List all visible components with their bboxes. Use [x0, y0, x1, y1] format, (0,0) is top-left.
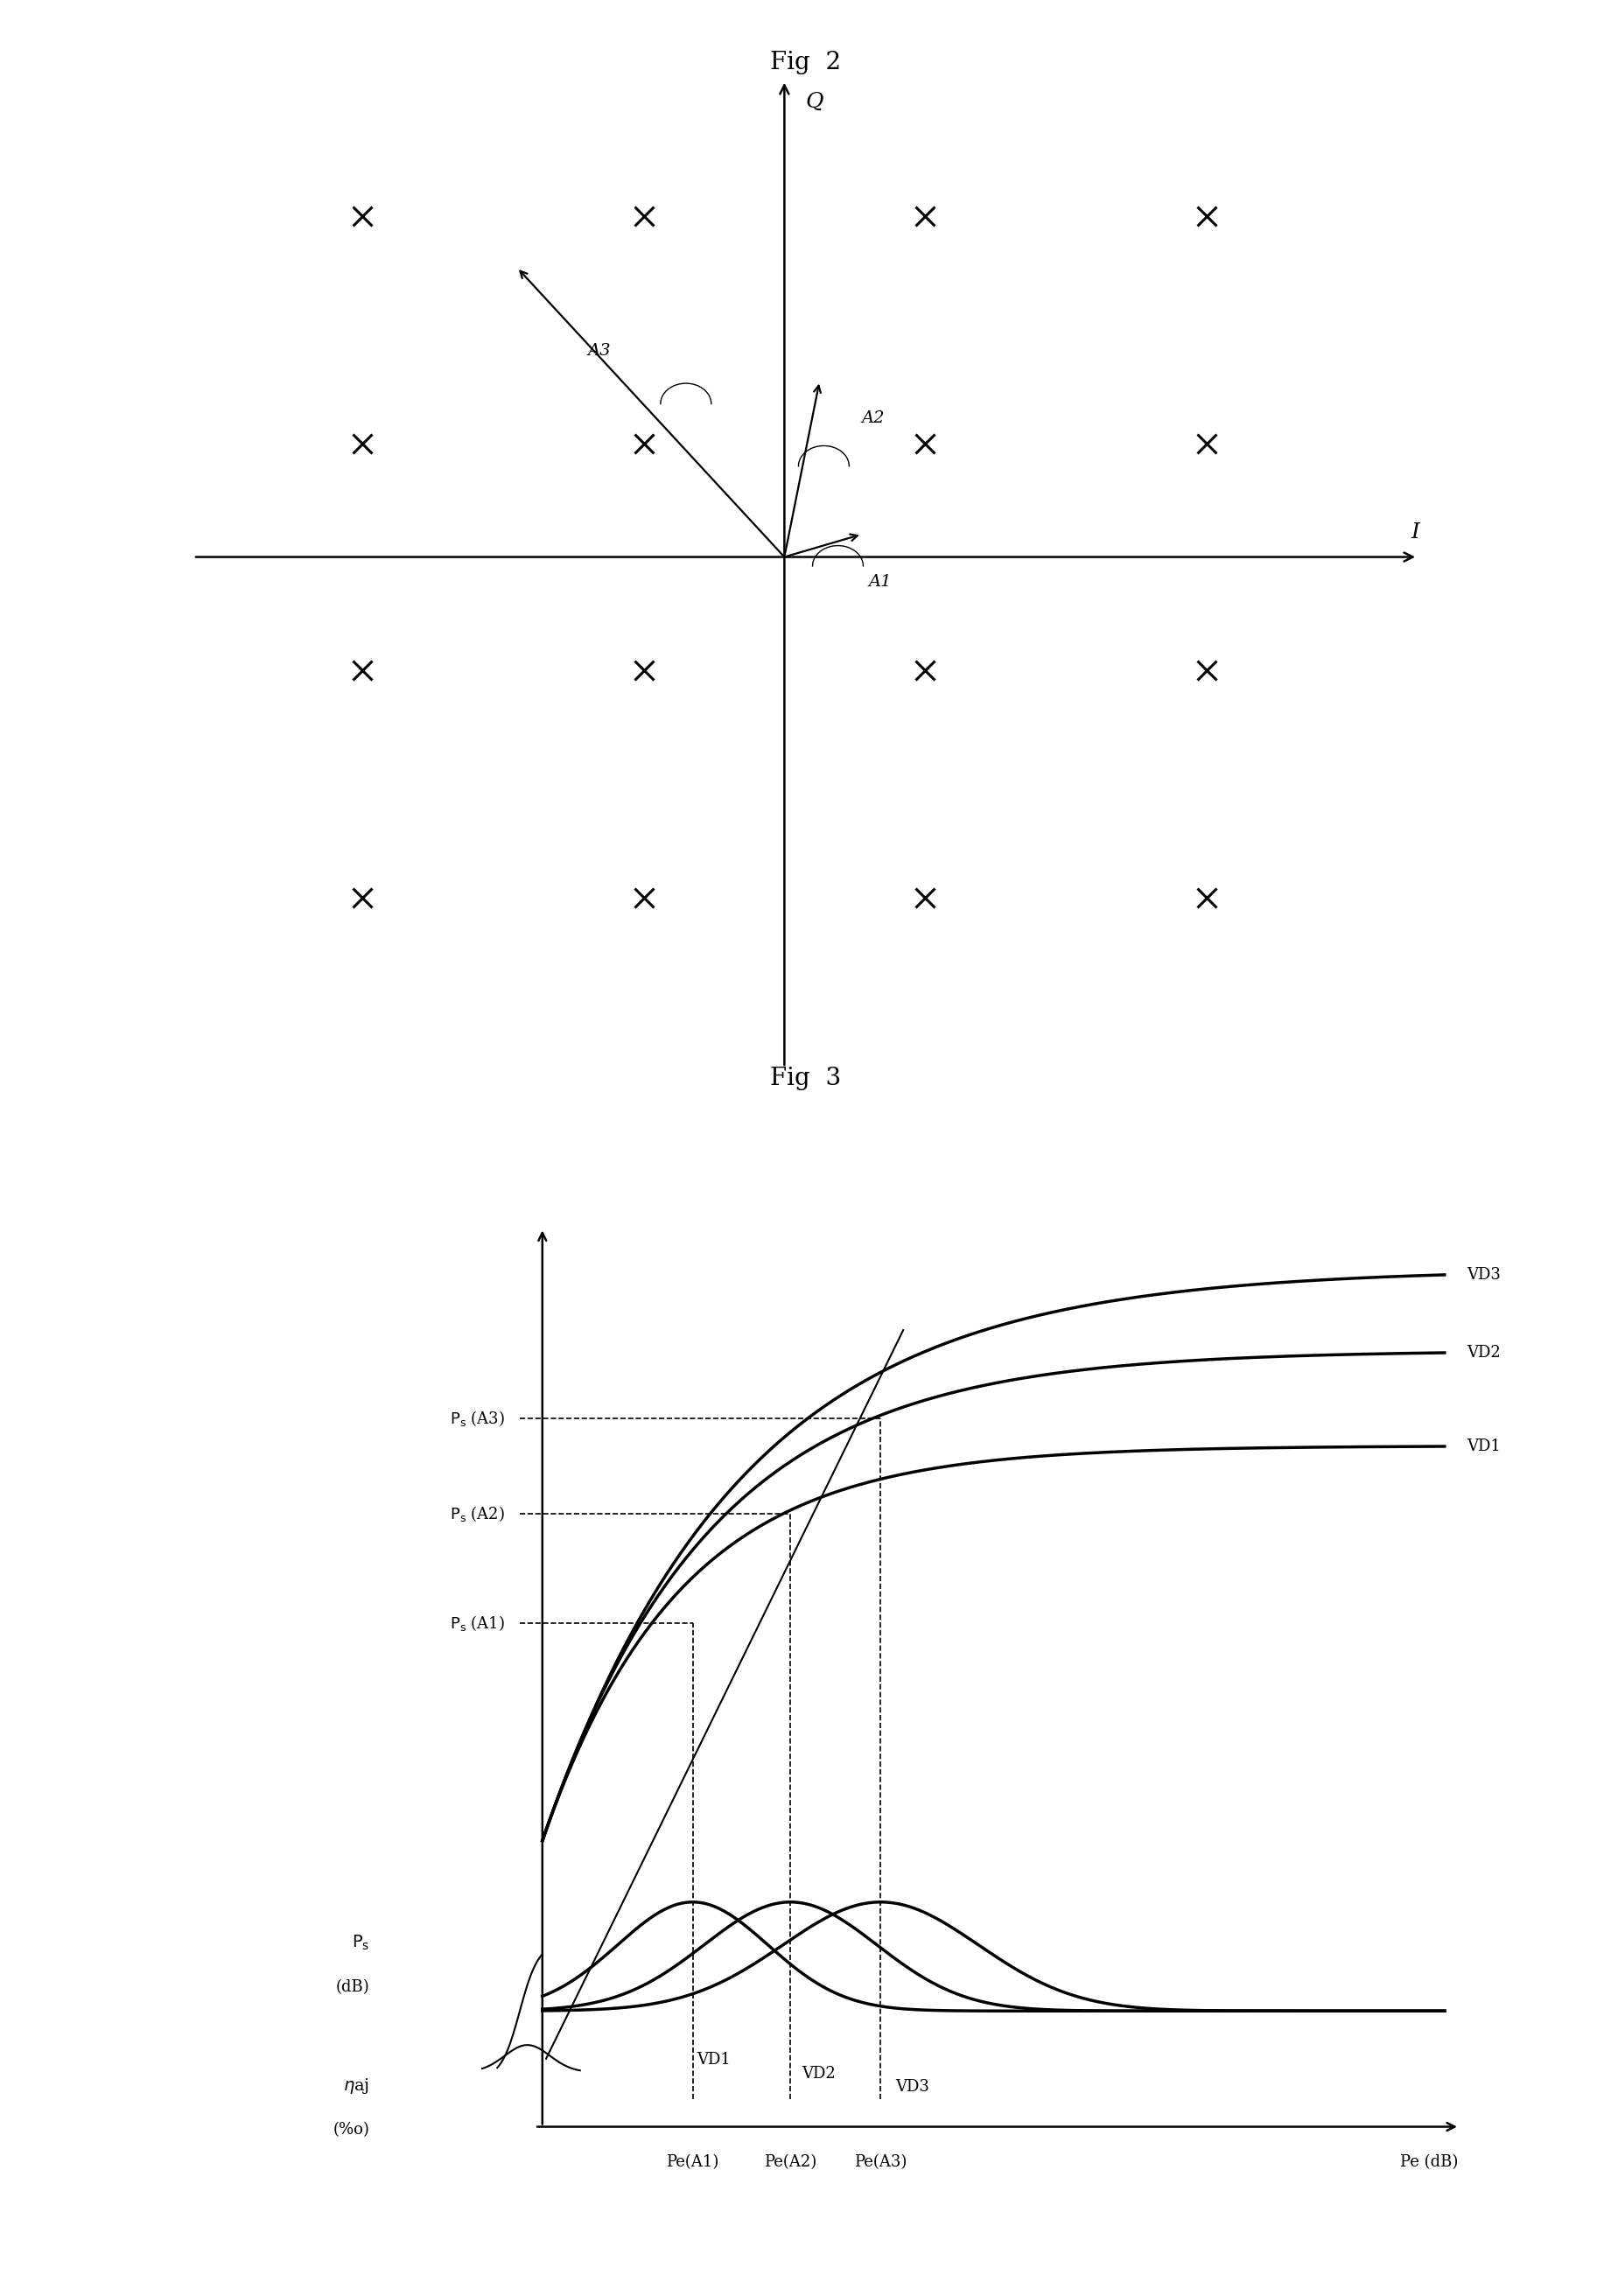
Text: Fig  2: Fig 2	[770, 51, 841, 73]
Text: $\mathsf{P_s}$ (A3): $\mathsf{P_s}$ (A3)	[449, 1410, 504, 1428]
Text: I: I	[1411, 521, 1419, 542]
Text: VD2: VD2	[1468, 1345, 1501, 1362]
Text: Pe(A2): Pe(A2)	[764, 2154, 817, 2170]
Text: A2: A2	[862, 411, 884, 427]
Text: $\mathsf{P_s}$ (A1): $\mathsf{P_s}$ (A1)	[449, 1614, 504, 1632]
Text: $\mathsf{P_s}$: $\mathsf{P_s}$	[351, 1933, 369, 1952]
Text: Pe(A1): Pe(A1)	[667, 2154, 719, 2170]
Text: VD3: VD3	[896, 2080, 930, 2094]
Text: $\eta$aj: $\eta$aj	[343, 2076, 369, 2096]
Text: VD2: VD2	[802, 2066, 836, 2080]
Text: A3: A3	[588, 342, 611, 358]
Text: Fig  3: Fig 3	[770, 1068, 841, 1091]
Text: VD1: VD1	[1468, 1440, 1501, 1453]
Text: Pe(A3): Pe(A3)	[854, 2154, 907, 2170]
Text: (dB): (dB)	[335, 1979, 369, 1995]
Text: (%o): (%o)	[333, 2122, 369, 2138]
Text: Q: Q	[806, 92, 823, 113]
Text: VD3: VD3	[1468, 1267, 1501, 1283]
Text: VD1: VD1	[696, 2053, 730, 2069]
Text: $\mathsf{P_s}$ (A2): $\mathsf{P_s}$ (A2)	[449, 1504, 504, 1525]
Text: Pe (dB): Pe (dB)	[1400, 2154, 1458, 2170]
Text: A1: A1	[868, 574, 892, 590]
